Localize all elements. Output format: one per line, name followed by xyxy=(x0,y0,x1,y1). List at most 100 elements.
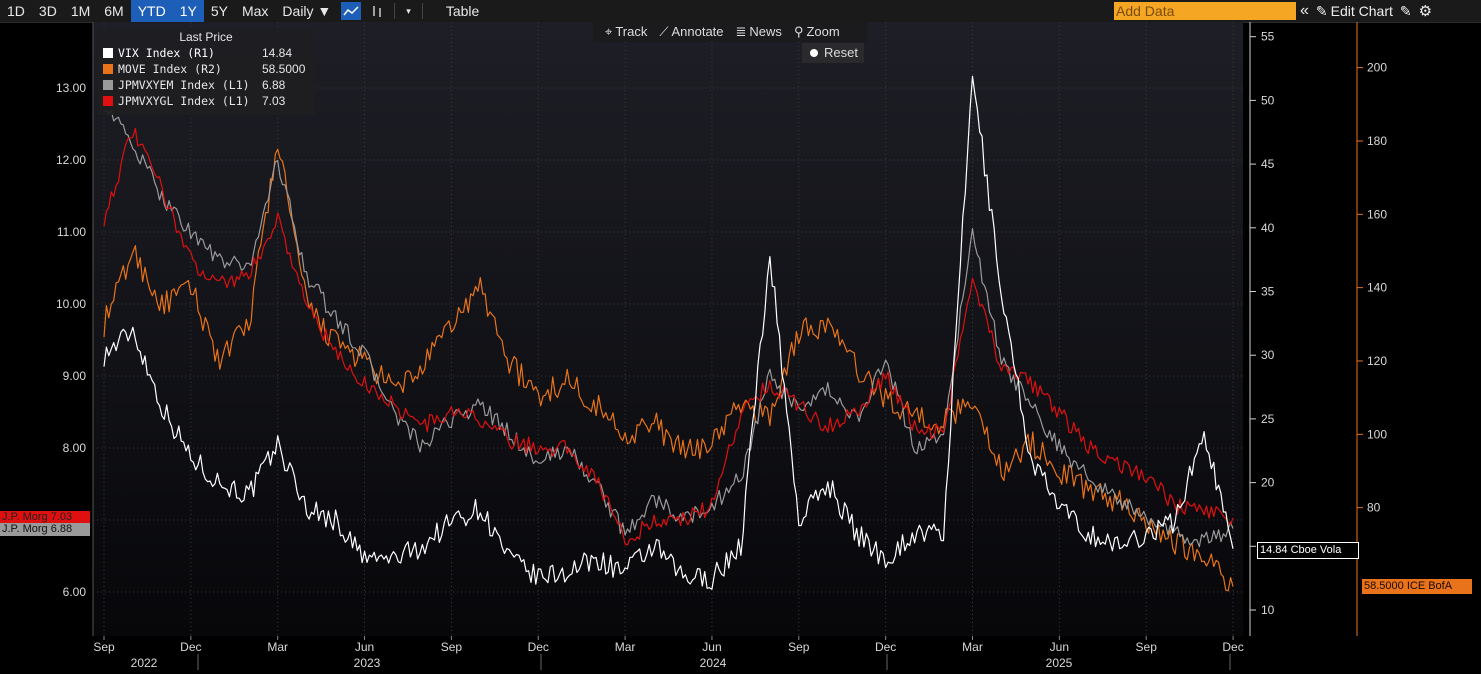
right-axis-2-tick-label: 80 xyxy=(1367,501,1381,515)
right-toolbar: « ✎ Edit Chart ✎ ⚙ xyxy=(1300,0,1439,22)
gear-icon[interactable]: ⚙ xyxy=(1418,3,1433,20)
right-axis-2-tick-label: 180 xyxy=(1367,134,1387,148)
period-button[interactable]: 1M xyxy=(70,3,91,19)
x-axis-month-label: Dec xyxy=(180,640,201,654)
series-line xyxy=(103,75,1234,590)
left-axis-tick-label: 11.00 xyxy=(57,225,86,239)
legend-series-name: MOVE Index (R2) xyxy=(118,62,222,76)
x-axis-year-label: 2024 xyxy=(700,656,727,670)
right-axis-1-tick-label: 10 xyxy=(1261,603,1275,617)
series-line xyxy=(103,109,1234,548)
legend-title: Last Price xyxy=(179,30,233,44)
legend-item[interactable]: JPMVXYEM Index (L1) 6.88 xyxy=(97,77,315,93)
pencil-icon: ⟋ xyxy=(659,24,669,39)
left-axis-tick-label: 9.00 xyxy=(63,369,87,383)
x-axis-month-label: Sep xyxy=(93,640,115,654)
chart-tools: ⌖ Track ⟋ Annotate ≣ News ⚲ Zoom xyxy=(593,22,867,42)
plot-area xyxy=(93,22,1243,636)
series-line xyxy=(103,127,1234,546)
crosshair-icon: ⌖ xyxy=(605,24,613,39)
frequency-dropdown[interactable]: Daily ▼ xyxy=(282,3,332,19)
legend-swatch xyxy=(103,48,113,58)
right-axis-1-tick-label: 35 xyxy=(1261,285,1275,299)
x-axis-year-label: 2022 xyxy=(131,656,158,670)
x-axis-year-label: 2023 xyxy=(354,656,381,670)
period-button[interactable]: 1Y xyxy=(172,0,204,22)
reset-icon xyxy=(810,49,818,57)
x-axis-month-label: Sep xyxy=(1136,640,1158,654)
right-axis-2-tick-label: 120 xyxy=(1367,354,1387,368)
period-button[interactable]: 5Y xyxy=(210,3,228,19)
period-selector: 1D 3D 1M 6M YTD 1Y 5Y Max xyxy=(0,0,275,22)
right-axis-1-tick-label: 45 xyxy=(1261,157,1275,171)
legend-series-name: JPMVXYGL Index (L1) xyxy=(118,94,250,108)
right-axis-1-tick-label: 30 xyxy=(1261,348,1275,362)
x-axis-month-label: Sep xyxy=(441,640,463,654)
toolbar: 1D 3D 1M 6M YTD 1Y 5Y Max Daily ▼ ▾ Table xyxy=(0,0,1481,23)
right-axis-2-tick-label: 200 xyxy=(1367,61,1387,75)
period-button[interactable]: 3D xyxy=(38,3,57,19)
x-axis-month-label: Jun xyxy=(355,640,374,654)
legend-series-value: 6.88 xyxy=(262,78,286,92)
news-icon: ≣ xyxy=(735,24,747,39)
news-button[interactable]: ≣ News xyxy=(735,24,782,39)
pencil-icon[interactable]: ✎ xyxy=(1315,2,1328,19)
legend-series-value: 58.5000 xyxy=(262,62,306,76)
x-axis-month-label: Dec xyxy=(528,640,549,654)
table-button[interactable]: Table xyxy=(445,3,480,19)
right-axis-tag-vix: 14.84 Cboe Vola xyxy=(1257,542,1359,559)
add-data-input[interactable]: Add Data xyxy=(1114,2,1296,20)
legend-item[interactable]: MOVE Index (R2) 58.5000 xyxy=(97,61,315,77)
legend-series-name: VIX Index (R1) xyxy=(118,46,215,60)
legend-swatch xyxy=(103,80,113,90)
right-axis-1-tick-label: 50 xyxy=(1261,93,1275,107)
chart-type-dropdown-icon[interactable]: ▾ xyxy=(406,6,411,16)
search-icon: ⚲ xyxy=(793,24,804,39)
legend-series-value: 7.03 xyxy=(262,94,286,108)
toolbar-divider xyxy=(421,3,423,19)
left-axis-tick-label: 8.00 xyxy=(63,441,87,455)
right-axis-2-tick-label: 160 xyxy=(1367,207,1387,221)
legend-swatch xyxy=(103,96,113,106)
track-button[interactable]: ⌖ Track xyxy=(605,24,648,39)
toolbar-divider xyxy=(394,3,396,19)
right-axis-1-tick-label: 40 xyxy=(1261,221,1275,235)
zoom-button[interactable]: ⚲ Zoom xyxy=(793,24,840,39)
x-axis-month-label: Mar xyxy=(267,640,288,654)
right-axis-2-tick-label: 100 xyxy=(1367,427,1387,441)
legend-item[interactable]: VIX Index (R1) 14.84 xyxy=(97,45,315,61)
edit-icon[interactable]: ✎ xyxy=(1399,2,1412,19)
line-chart-icon[interactable] xyxy=(341,2,362,20)
right-axis-2-tick-label: 140 xyxy=(1367,281,1387,295)
legend-series-name: JPMVXYEM Index (L1) xyxy=(118,78,250,92)
period-button[interactable]: 1D xyxy=(7,3,25,19)
legend-item[interactable]: JPMVXYGL Index (L1) 7.03 xyxy=(97,93,315,109)
x-axis-month-label: Dec xyxy=(875,640,896,654)
x-axis-month-label: Jun xyxy=(1050,640,1069,654)
x-axis-year-label: 2025 xyxy=(1046,656,1073,670)
legend: Last Price VIX Index (R1) 14.84 MOVE Index… xyxy=(97,29,315,115)
right-axis-1-tick-label: 55 xyxy=(1261,30,1275,44)
collapse-icon[interactable]: « xyxy=(1300,2,1309,19)
right-axis-1-tick-label: 20 xyxy=(1261,476,1275,490)
bar-chart-icon[interactable] xyxy=(367,2,387,20)
annotate-button[interactable]: ⟋ Annotate xyxy=(659,24,724,39)
x-axis-month-label: Mar xyxy=(615,640,636,654)
edit-chart-button[interactable]: Edit Chart xyxy=(1330,3,1393,19)
left-axis-tick-label: 10.00 xyxy=(56,297,86,311)
period-button[interactable]: YTD xyxy=(130,0,173,22)
left-axis-tick-label: 6.00 xyxy=(63,585,87,599)
x-axis-month-label: Mar xyxy=(962,640,983,654)
left-axis-tick-label: 13.00 xyxy=(56,81,86,95)
period-button[interactable]: Max xyxy=(241,3,269,19)
reset-button[interactable]: Reset xyxy=(802,43,864,63)
legend-swatch xyxy=(103,64,113,74)
x-axis-month-label: Jun xyxy=(702,640,721,654)
x-axis-month-label: Sep xyxy=(788,640,810,654)
left-axis-tag-gray: J.P. Morg 6.88 xyxy=(0,523,90,536)
left-axis-tick-label: 12.00 xyxy=(56,153,86,167)
right-axis-tag-move: 58.5000 ICE BofA xyxy=(1362,579,1472,594)
legend-series-value: 14.84 xyxy=(262,46,293,60)
period-button[interactable]: 6M xyxy=(104,3,124,19)
